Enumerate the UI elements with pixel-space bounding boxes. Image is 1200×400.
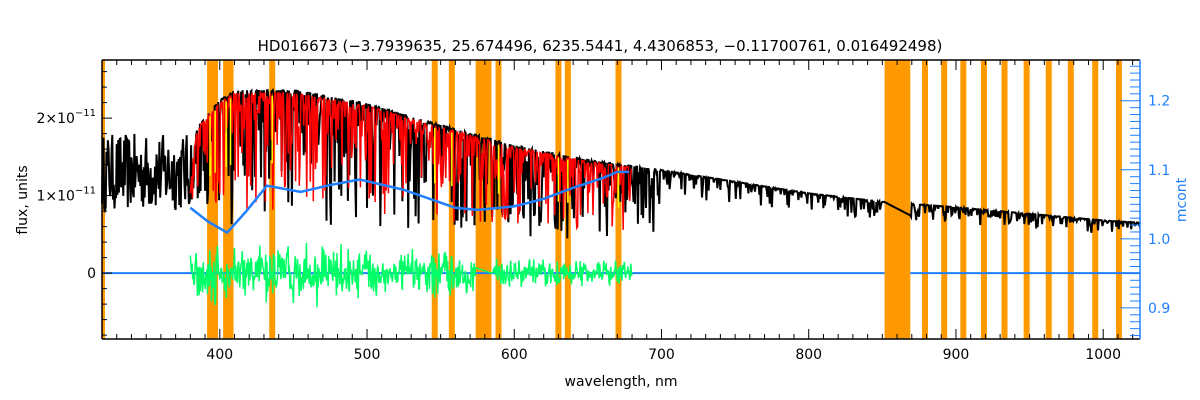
mask-band xyxy=(884,60,911,339)
mask-line xyxy=(1092,60,1099,339)
mask-line xyxy=(1045,60,1052,339)
y-tick-label: 1×10−11 xyxy=(36,186,96,205)
mask-line xyxy=(960,60,967,339)
model-spectrum-line xyxy=(189,90,633,231)
x-tick-label: 800 xyxy=(795,347,822,363)
x-tick-label: 900 xyxy=(943,347,970,363)
mask-line xyxy=(980,60,987,339)
mask-line xyxy=(941,60,948,339)
y-tick-label: 0 xyxy=(87,266,96,282)
x-tick-label: 600 xyxy=(501,347,528,363)
y2-tick-label: 0.9 xyxy=(1148,301,1170,317)
mask-line xyxy=(1001,60,1008,339)
y2-tick-label: 1.0 xyxy=(1148,232,1170,248)
mask-line xyxy=(223,60,230,339)
mask-line xyxy=(495,60,502,339)
x-tick-label: 400 xyxy=(206,347,233,363)
y2-tick-label: 1.2 xyxy=(1148,94,1170,110)
series-group xyxy=(101,88,1141,308)
y-tick-exponent: −11 xyxy=(75,108,96,119)
x-tick-label: 700 xyxy=(648,347,675,363)
residual-line xyxy=(189,242,633,308)
mask-line xyxy=(922,60,929,339)
mask-line xyxy=(1115,60,1122,339)
x-axis-label: wavelength, nm xyxy=(565,374,678,390)
axes-group: 400 500 600 700 800 900 1000 0 1×10−11 2×10−11 0.9… xyxy=(36,59,1170,363)
mask-line xyxy=(1023,60,1030,339)
x-tick-label: 1000 xyxy=(1085,347,1121,363)
mask-line xyxy=(1067,60,1074,339)
x-tick-label: 500 xyxy=(354,347,381,363)
y-tick-label: 2×10−11 xyxy=(36,108,96,127)
y-tick-exponent: −11 xyxy=(75,186,96,197)
chart-title: HD016673 (−3.7939635, 25.674496, 6235.54… xyxy=(258,37,943,55)
y-axis-label: flux, units xyxy=(15,165,31,234)
y2-axis-label: mcont xyxy=(1174,177,1190,222)
mcont-line xyxy=(189,170,630,235)
mask-line xyxy=(207,60,214,339)
y2-tick-label: 1.1 xyxy=(1148,163,1170,179)
